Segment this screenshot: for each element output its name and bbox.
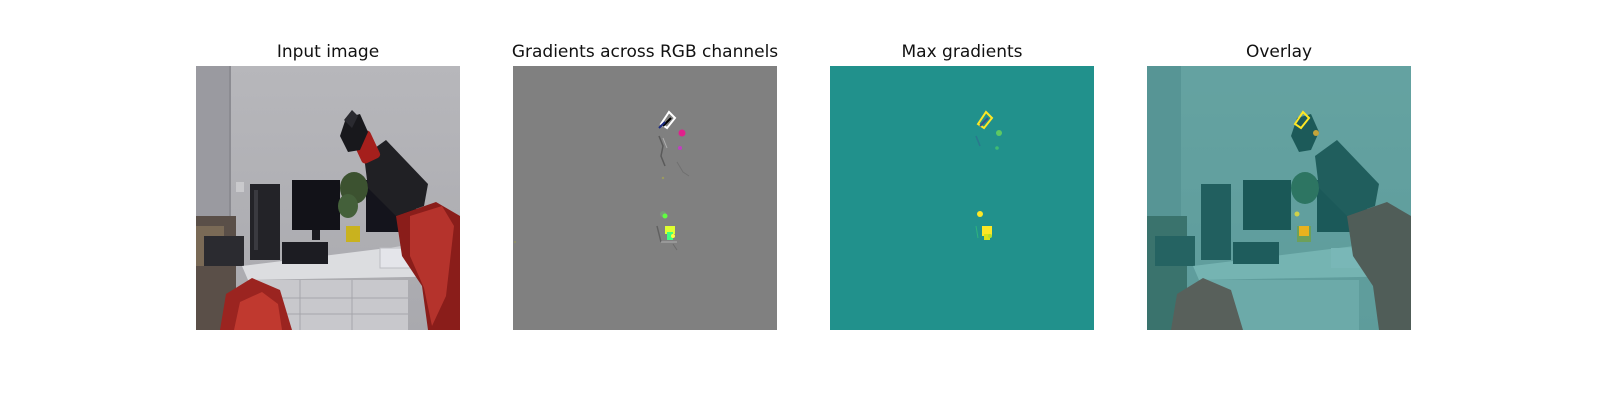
max-gradient-image <box>830 66 1094 330</box>
rgb-gradient-image <box>513 66 777 330</box>
panel-rgb-gradients: Gradients across RGB channels <box>512 0 778 400</box>
input-image <box>196 66 460 330</box>
panel-title: Gradients across RGB channels <box>511 42 779 62</box>
rgb-gradient-map <box>513 66 777 330</box>
panel-overlay: Overlay <box>1147 0 1411 400</box>
max-gradient-map <box>830 66 1094 330</box>
panel-max-gradients: Max gradients <box>830 0 1094 400</box>
overlay-image <box>1147 66 1411 330</box>
panel-title: Input image <box>276 42 380 62</box>
robot-scene-image <box>196 66 460 330</box>
panel-input-image: Input image <box>196 0 460 400</box>
panel-title: Overlay <box>1245 42 1313 62</box>
panel-title: Max gradients <box>901 42 1023 62</box>
overlay-scene-image <box>1147 66 1411 330</box>
